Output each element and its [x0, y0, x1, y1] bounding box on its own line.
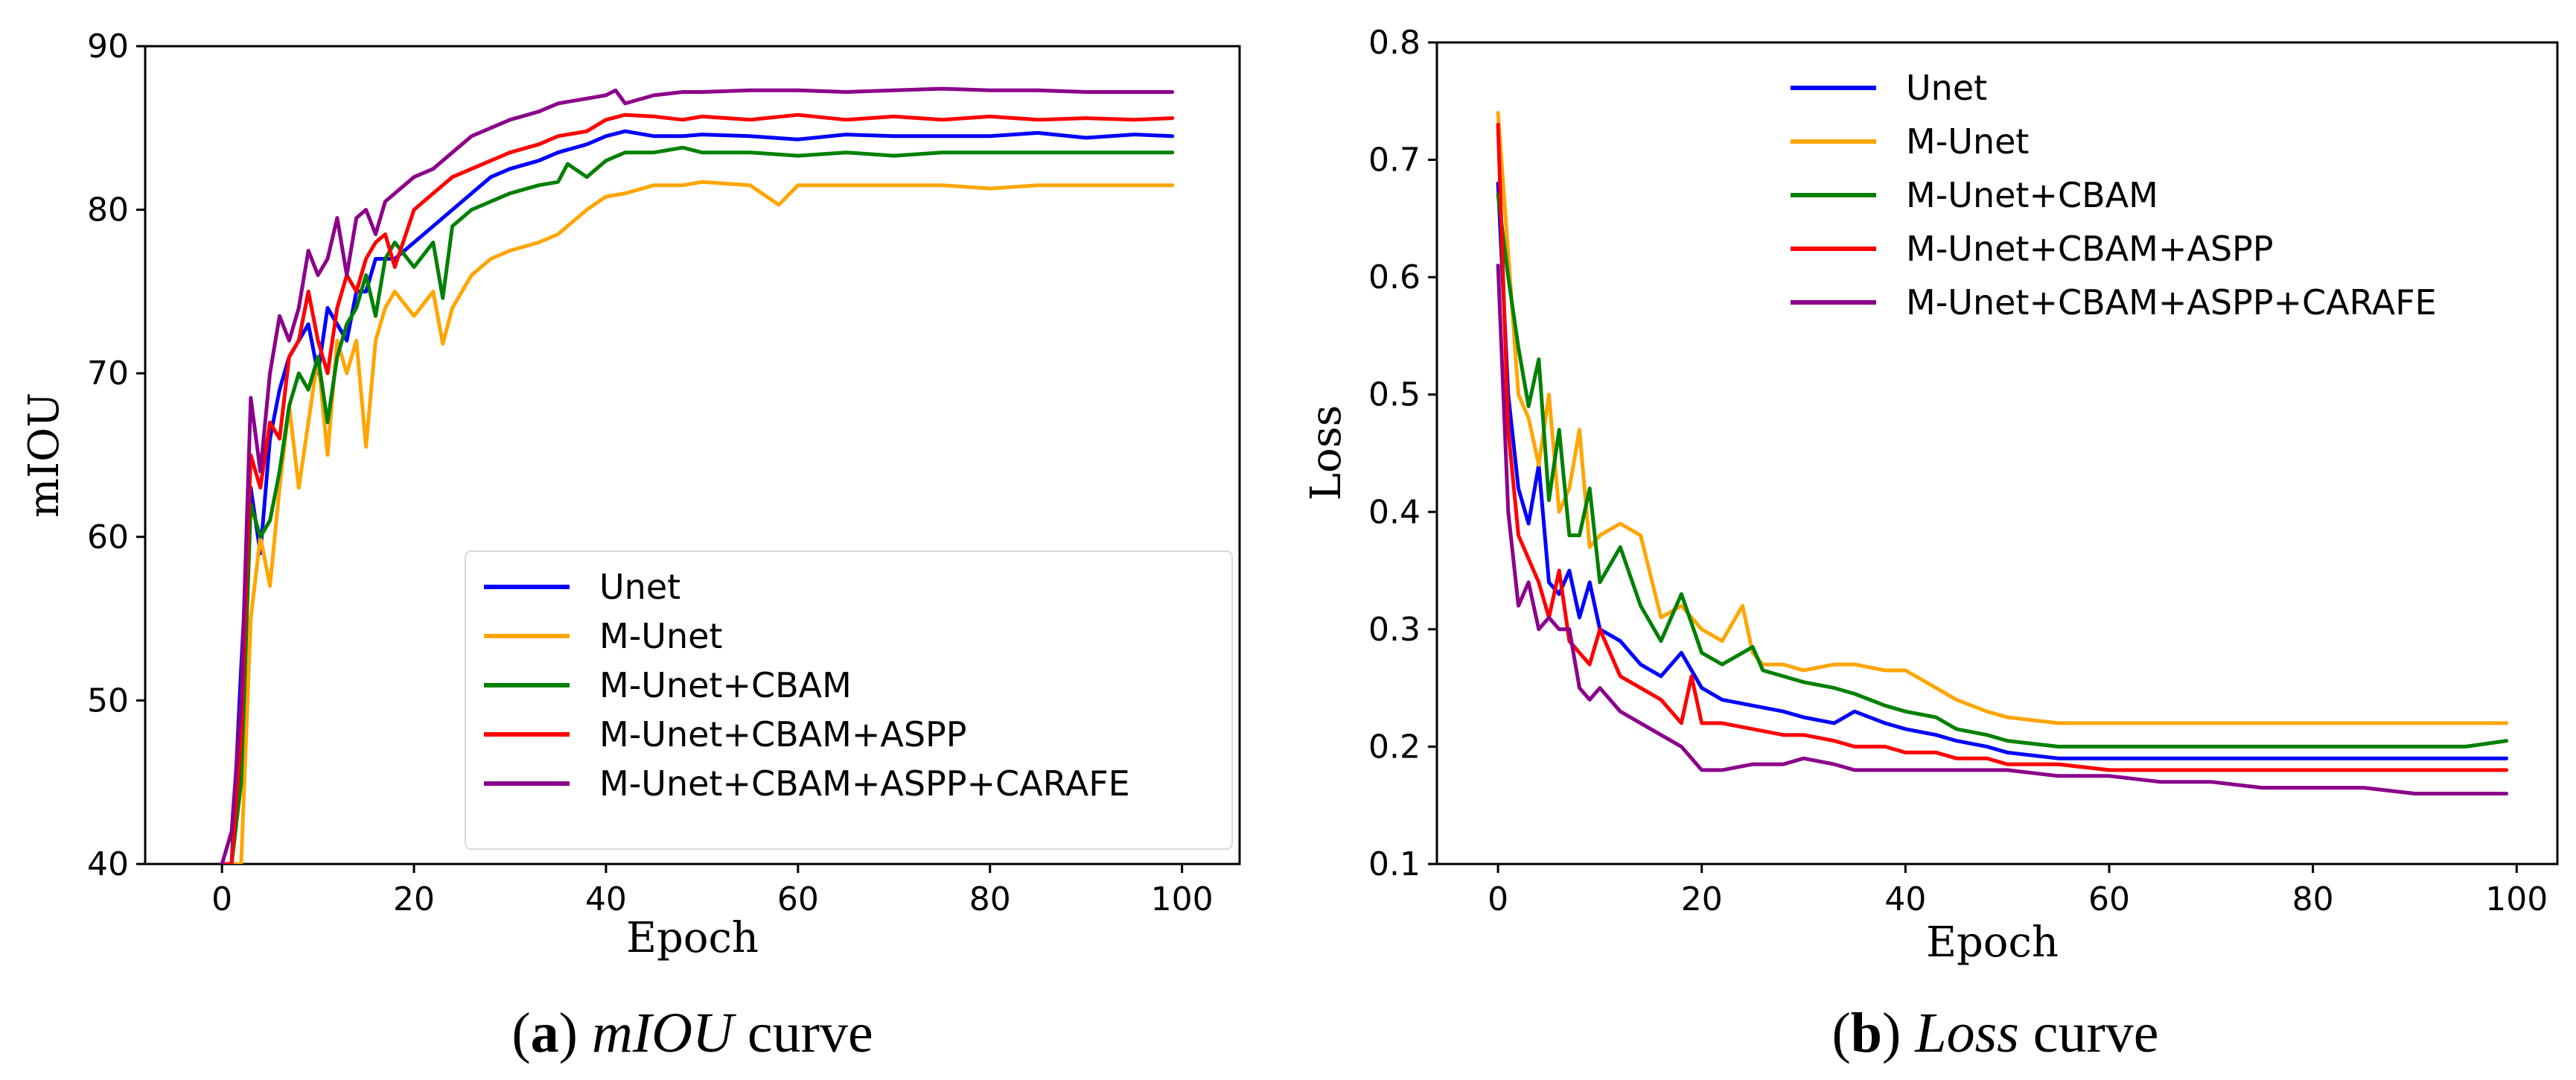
- y-tick-label: 0.7: [1368, 142, 1421, 180]
- y-tick-label: 50: [87, 682, 129, 720]
- x-tick-label: 20: [1681, 880, 1723, 918]
- legend-label: M-Unet+CBAM: [599, 665, 852, 705]
- x-tick-label: 60: [777, 880, 819, 918]
- y-tick-label: 90: [87, 28, 129, 66]
- series-line-m-unet-cbam-aspp: [1496, 122, 2509, 772]
- legend-entries-b: Unet M-Unet M-Unet+CBAM M-Unet+CBAM+ASPP M-U…: [1791, 68, 2437, 323]
- legend-label: M-Unet+CBAM: [1906, 175, 2158, 215]
- x-ticks-b: 0 20 40 60 80 100: [1488, 864, 2548, 918]
- series-line-m-unet-cbam-aspp-carafe: [1496, 263, 2509, 795]
- legend-label: M-Unet+CBAM+ASPP: [599, 714, 967, 755]
- series-line-m-unet-cbam-aspp-carafe: [220, 86, 1175, 864]
- caption-a: (a) mIOU curve: [511, 1002, 873, 1064]
- x-axis-title-b: Epoch: [1926, 918, 2059, 967]
- series-line-unet: [220, 129, 1175, 864]
- legend-label: M-Unet+CBAM+ASPP+CARAFE: [1906, 282, 2437, 323]
- x-tick-label: 40: [1884, 880, 1926, 918]
- legend-label: M-Unet+CBAM+ASPP: [1906, 229, 2274, 269]
- x-tick-label: 80: [2292, 880, 2334, 918]
- x-tick-label: 0: [1488, 880, 1508, 918]
- series-line-m-unet-cbam: [220, 145, 1175, 864]
- y-ticks-a: 40 50 60 70 80 90: [87, 28, 145, 883]
- y-tick-label: 0.1: [1368, 845, 1421, 883]
- series-line-m-unet-cbam: [1496, 193, 2509, 749]
- y-ticks-b: 0.1 0.2 0.3 0.4 0.5 0.6 0.7 0.8: [1368, 24, 1437, 883]
- caption-b-italic: Loss: [1914, 1002, 2018, 1064]
- y-tick-label: 0.2: [1368, 728, 1421, 766]
- legend-a: Unet M-Unet M-Unet+CBAM M-Unet+CBAM+ASPP M-U…: [465, 550, 1233, 850]
- y-tick-label: 60: [87, 518, 129, 556]
- y-tick-label: 70: [87, 355, 129, 393]
- caption-a-rest: curve: [733, 1002, 873, 1064]
- x-tick-label: 20: [393, 880, 435, 918]
- panel-b: 0.1 0.2 0.3 0.4 0.5 0.6 0.7 0.8 0 20 40 60 80 100 Ep…: [1302, 24, 2559, 1064]
- legend-box-a: [465, 550, 1233, 850]
- legend-label: M-Unet+CBAM+ASPP+CARAFE: [599, 763, 1130, 804]
- x-axis-title-a: Epoch: [626, 914, 759, 962]
- caption-a-label: a: [531, 1002, 559, 1064]
- y-tick-label: 0.6: [1368, 258, 1421, 296]
- legend-b: Unet M-Unet M-Unet+CBAM M-Unet+CBAM+ASPP M-U…: [1791, 68, 2437, 323]
- y-tick-label: 0.5: [1368, 376, 1421, 414]
- x-tick-label: 100: [2485, 880, 2548, 918]
- x-tick-label: 60: [2088, 880, 2130, 918]
- legend-label: M-Unet: [1906, 121, 2029, 162]
- legend-entries-a: Unet M-Unet M-Unet+CBAM M-Unet+CBAM+ASPP M-U…: [484, 567, 1130, 804]
- y-tick-label: 0.8: [1368, 24, 1421, 62]
- x-tick-label: 100: [1151, 880, 1214, 918]
- caption-b-label: b: [1851, 1002, 1882, 1064]
- caption-a-italic: mIOU: [592, 1002, 736, 1064]
- y-axis-title-b: Loss: [1302, 405, 1351, 501]
- x-tick-label: 40: [585, 880, 627, 918]
- y-tick-label: 40: [87, 845, 129, 883]
- x-ticks-a: 0 20 40 60 80 100: [211, 864, 1214, 918]
- legend-label: M-Unet: [599, 616, 722, 656]
- caption-b: (b) Loss curve: [1831, 1002, 2158, 1064]
- plot-area-b: [1435, 41, 2559, 865]
- series-lines-a: [220, 86, 1175, 864]
- series-line-m-unet: [220, 180, 1175, 864]
- y-axis-title-a: mIOU: [20, 393, 68, 518]
- series-line-m-unet-cbam-aspp: [220, 112, 1175, 864]
- legend-label: Unet: [1906, 68, 1987, 108]
- y-tick-label: 0.4: [1368, 493, 1421, 531]
- legend-label: Unet: [599, 567, 680, 607]
- y-tick-label: 0.3: [1368, 611, 1421, 649]
- x-tick-label: 80: [969, 880, 1011, 918]
- x-tick-label: 0: [211, 880, 232, 918]
- series-lines-b: [1496, 111, 2509, 795]
- y-tick-label: 80: [87, 191, 129, 229]
- caption-b-rest: curve: [2019, 1002, 2159, 1064]
- panel-a: 40 50 60 70 80 90 0 20 40 60 80 100 Epoch mIOU Une…: [20, 28, 1241, 1064]
